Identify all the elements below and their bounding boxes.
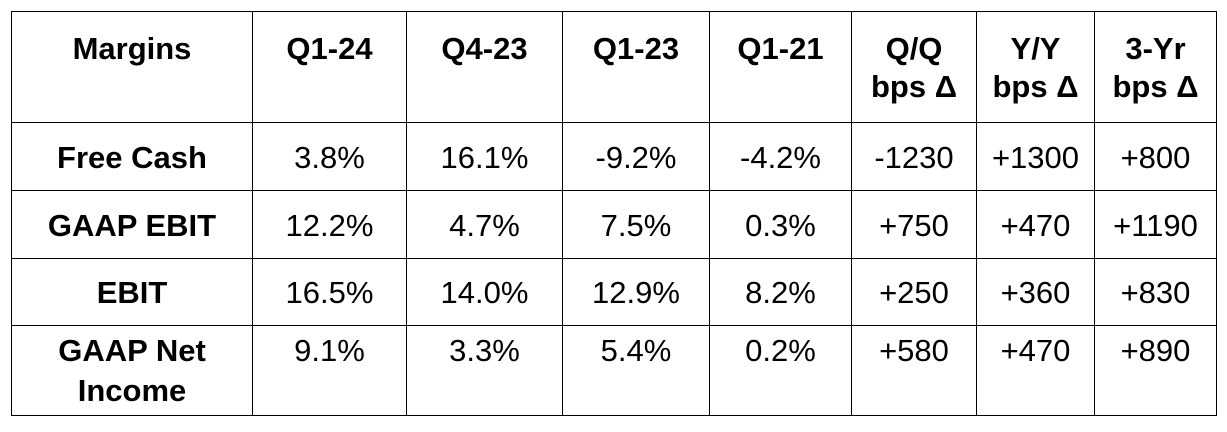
cell-value: 3.8%: [252, 122, 407, 191]
cell-value: 3.3%: [406, 325, 563, 416]
cell-value: 9.1%: [252, 325, 407, 416]
row-label-line2: Income: [77, 372, 187, 408]
header-row: Margins Q1-24 Q4-23 Q1-23 Q1-21 Q/Q bps Δ…: [11, 11, 1217, 123]
table-row: GAAP EBIT 12.2% 4.7% 7.5% 0.3% +750 +470…: [11, 190, 1217, 259]
cell-value: 0.2%: [709, 325, 852, 416]
cell-value: +360: [976, 258, 1095, 326]
cell-value: 8.2%: [709, 258, 852, 326]
margins-table: Margins Q1-24 Q4-23 Q1-23 Q1-21 Q/Q bps Δ…: [11, 11, 1217, 416]
row-label-ebit: EBIT: [11, 258, 253, 326]
header-qq-line2: bps Δ: [870, 69, 957, 104]
cell-value: +750: [851, 190, 977, 259]
cell-value: 5.4%: [562, 325, 710, 416]
cell-value: +890: [1094, 325, 1217, 416]
header-yy-bps: Y/Y bps Δ: [976, 11, 1095, 123]
header-3yr-bps: 3-Yr bps Δ: [1094, 11, 1217, 123]
row-label-gaap-net-income: GAAP Net Income: [11, 325, 253, 416]
header-yy-line1: Y/Y: [1010, 31, 1061, 66]
row-label-free-cash: Free Cash: [11, 122, 253, 191]
cell-value: 14.0%: [406, 258, 563, 326]
header-margins: Margins: [11, 11, 253, 123]
cell-value: 4.7%: [406, 190, 563, 259]
header-qq-line1: Q/Q: [885, 31, 943, 66]
header-yy-line2: bps Δ: [992, 69, 1079, 104]
cell-value: 16.1%: [406, 122, 563, 191]
header-q1-21: Q1-21: [709, 11, 852, 123]
header-3yr-line1: 3-Yr: [1125, 31, 1186, 66]
table-row: GAAP Net Income 9.1% 3.3% 5.4% 0.2% +580 …: [11, 325, 1217, 416]
cell-value: +580: [851, 325, 977, 416]
header-qq-bps: Q/Q bps Δ: [851, 11, 977, 123]
cell-value: +470: [976, 190, 1095, 259]
cell-value: +1190: [1094, 190, 1217, 259]
cell-value: +830: [1094, 258, 1217, 326]
cell-value: 12.2%: [252, 190, 407, 259]
cell-value: +1300: [976, 122, 1095, 191]
cell-value: 0.3%: [709, 190, 852, 259]
cell-value: -1230: [851, 122, 977, 191]
cell-value: -9.2%: [562, 122, 710, 191]
row-label-line1: GAAP Net: [58, 332, 206, 368]
row-label-gaap-ebit: GAAP EBIT: [11, 190, 253, 259]
cell-value: 12.9%: [562, 258, 710, 326]
table-row: EBIT 16.5% 14.0% 12.9% 8.2% +250 +360 +8…: [11, 258, 1217, 326]
cell-value: +250: [851, 258, 977, 326]
cell-value: -4.2%: [709, 122, 852, 191]
cell-value: +470: [976, 325, 1095, 416]
cell-value: +800: [1094, 122, 1217, 191]
cell-value: 16.5%: [252, 258, 407, 326]
table-row: Free Cash 3.8% 16.1% -9.2% -4.2% -1230 +…: [11, 122, 1217, 191]
header-3yr-line2: bps Δ: [1112, 69, 1199, 104]
header-q1-23: Q1-23: [562, 11, 710, 123]
header-q4-23: Q4-23: [406, 11, 563, 123]
cell-value: 7.5%: [562, 190, 710, 259]
header-q1-24: Q1-24: [252, 11, 407, 123]
